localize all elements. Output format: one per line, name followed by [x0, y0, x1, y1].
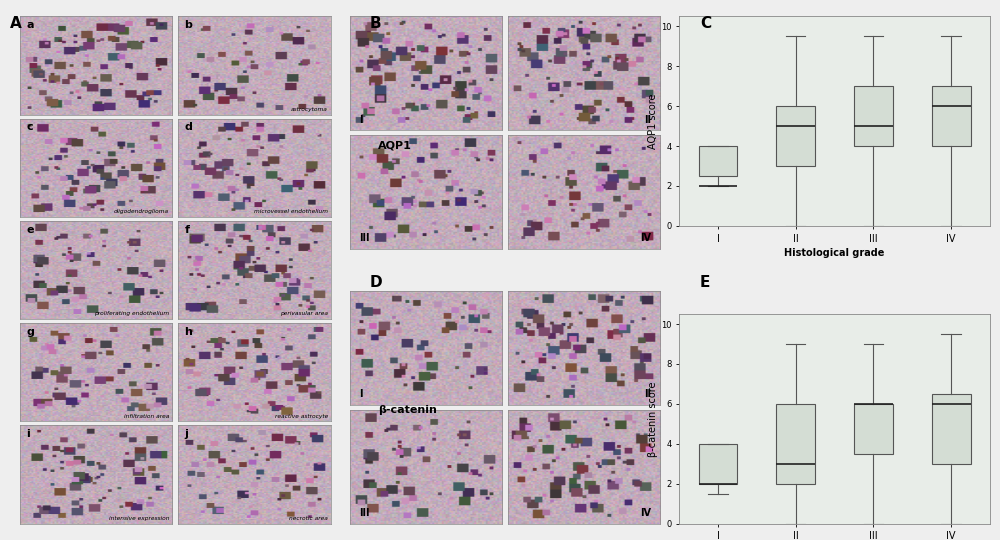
PathPatch shape	[699, 146, 737, 176]
Text: IV: IV	[640, 508, 651, 518]
Text: perivasular area: perivasular area	[280, 311, 328, 316]
Text: D: D	[370, 275, 383, 291]
Text: j: j	[185, 429, 188, 440]
Text: III: III	[359, 508, 369, 518]
Text: intensive expression: intensive expression	[109, 516, 169, 521]
Text: d: d	[185, 123, 192, 132]
Text: h: h	[185, 327, 192, 337]
Text: g: g	[26, 327, 34, 337]
Text: III: III	[359, 233, 369, 244]
Text: necrotic area: necrotic area	[289, 516, 328, 521]
Text: f: f	[185, 225, 190, 235]
PathPatch shape	[776, 404, 815, 484]
Text: E: E	[700, 275, 710, 291]
X-axis label: Histological grade: Histological grade	[784, 248, 885, 258]
PathPatch shape	[854, 86, 893, 146]
Text: β-catenin: β-catenin	[378, 406, 437, 415]
PathPatch shape	[854, 404, 893, 454]
Y-axis label: β-catenin score: β-catenin score	[648, 381, 658, 457]
Text: reactive astrocyte: reactive astrocyte	[275, 414, 328, 418]
Text: microvessel endothelium: microvessel endothelium	[254, 209, 328, 214]
Text: AQP1: AQP1	[378, 141, 412, 151]
Text: a: a	[26, 20, 34, 30]
Text: I: I	[359, 114, 362, 125]
Text: B: B	[370, 16, 382, 31]
Text: c: c	[26, 123, 33, 132]
Text: II: II	[644, 114, 651, 125]
Text: IV: IV	[640, 233, 651, 244]
Text: infiltration area: infiltration area	[124, 414, 169, 418]
Text: proliferating endothelium: proliferating endothelium	[94, 311, 169, 316]
Text: oligodendroglioma: oligodendroglioma	[114, 209, 169, 214]
Text: A: A	[10, 16, 22, 31]
PathPatch shape	[776, 106, 815, 166]
PathPatch shape	[932, 394, 971, 464]
Text: C: C	[700, 16, 711, 31]
Text: astrocytoma: astrocytoma	[291, 106, 328, 112]
Text: e: e	[26, 225, 34, 235]
Text: b: b	[185, 20, 192, 30]
Text: I: I	[359, 389, 362, 400]
PathPatch shape	[932, 86, 971, 146]
Text: i: i	[26, 429, 30, 440]
PathPatch shape	[699, 444, 737, 484]
Text: II: II	[644, 389, 651, 400]
Y-axis label: AQP1 score: AQP1 score	[648, 93, 658, 149]
